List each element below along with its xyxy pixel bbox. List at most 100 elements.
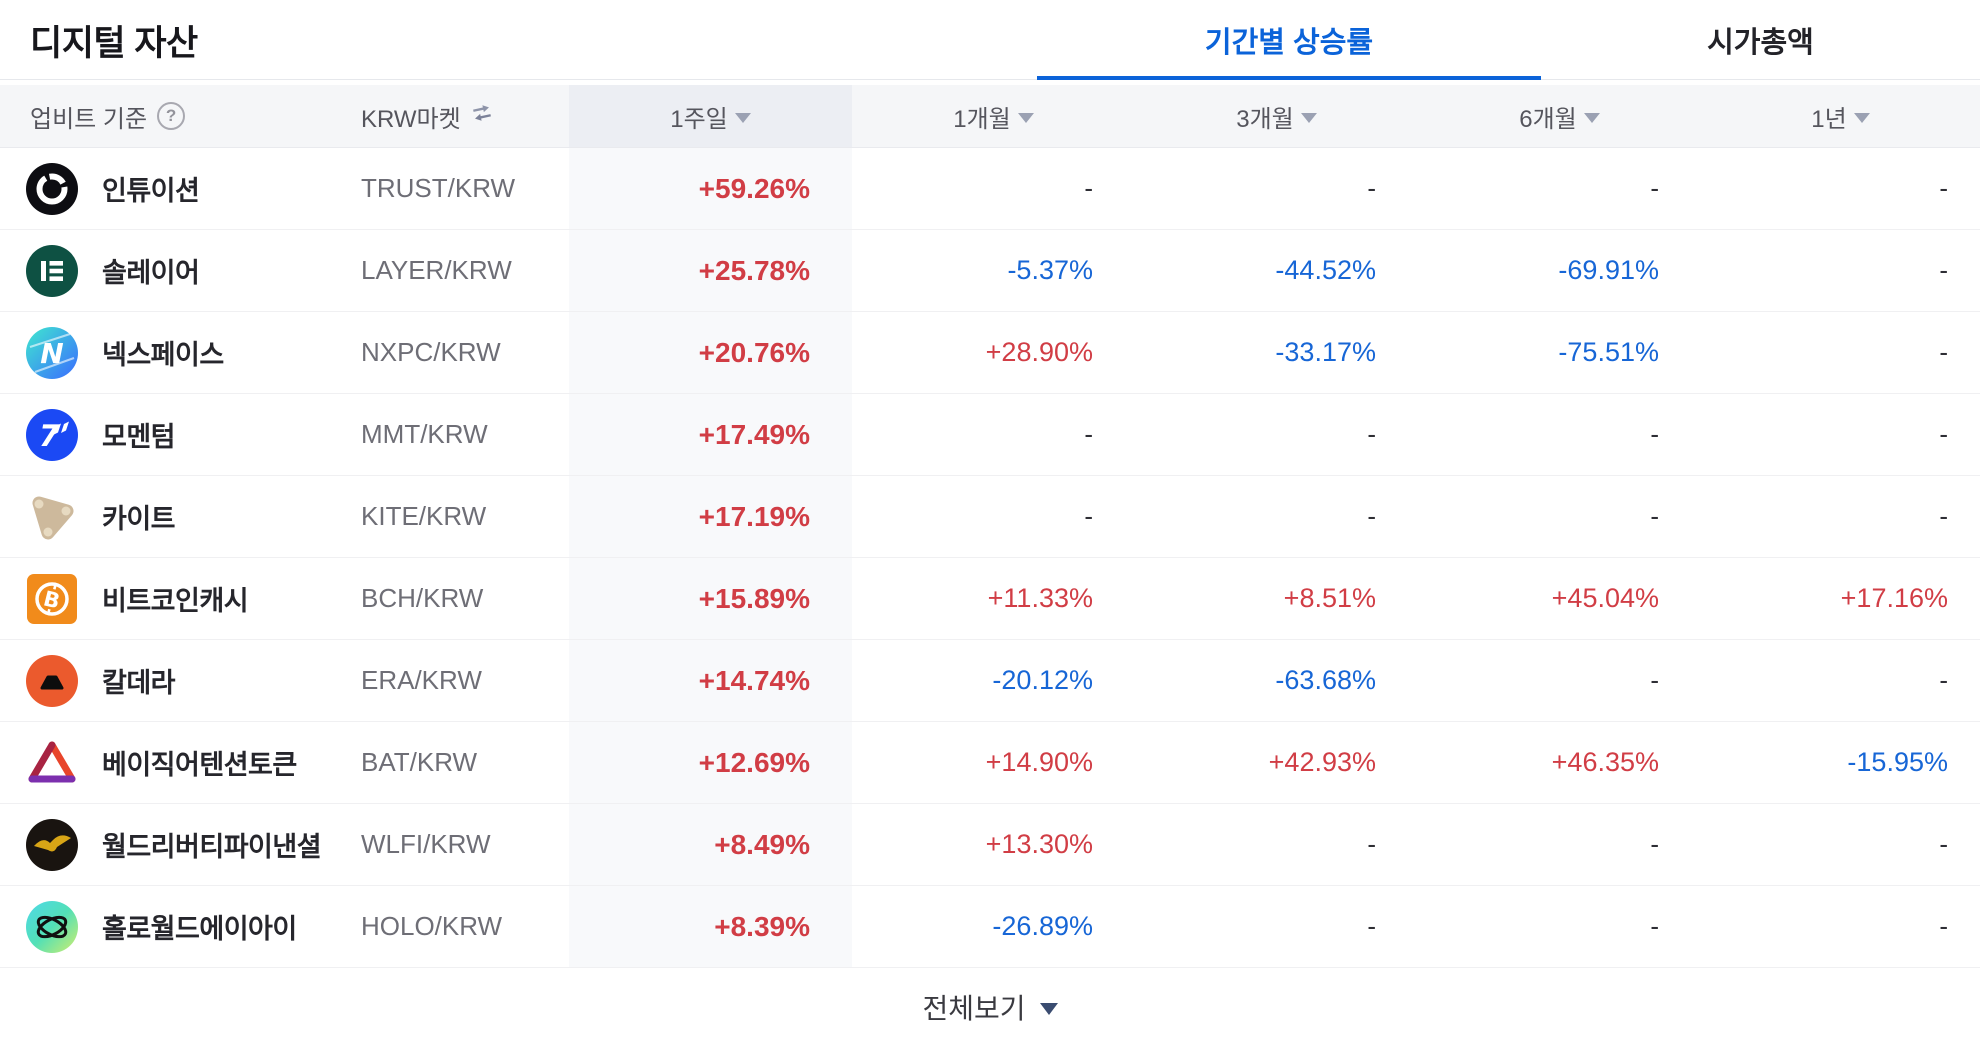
coin-cell: 홀로월드에이아이 xyxy=(0,886,361,967)
coin-name: 카이트 xyxy=(102,504,176,534)
swap-arrows-icon xyxy=(469,100,495,133)
sort-down-icon xyxy=(1017,112,1034,123)
header-meta-cell: 업비트 기준 ? xyxy=(0,85,361,147)
column-header-6month[interactable]: 6개월 xyxy=(1418,85,1701,147)
holo-coin-icon xyxy=(26,900,78,953)
table-row[interactable]: 칼데라 ERA/KRW +14.74% -20.12% -63.68% - - xyxy=(0,640,1980,722)
mmt-coin-icon: 7 xyxy=(26,408,78,461)
value-1year: - xyxy=(1939,173,1948,203)
wlfi-coin-icon xyxy=(26,818,78,871)
coin-cell: 칼데라 xyxy=(0,640,361,721)
tab-period-returns[interactable]: 기간별 상승률 xyxy=(1037,0,1541,80)
table-row[interactable]: N 넥스페이스 NXPC/KRW +20.76% +28.90% -33.17%… xyxy=(0,312,1980,394)
value-3month: -63.68% xyxy=(1275,665,1376,695)
value-1week: +59.26% xyxy=(569,148,852,229)
value-1month: +11.33% xyxy=(987,583,1093,613)
nxpc-coin-icon: N xyxy=(26,326,78,379)
table-row[interactable]: 홀로월드에이아이 HOLO/KRW +8.39% -26.89% - - - xyxy=(0,886,1980,968)
value-1month: +28.90% xyxy=(985,337,1093,367)
value-3month: - xyxy=(1367,501,1376,531)
coin-name: 비트코인캐시 xyxy=(102,586,249,616)
column-header-1month[interactable]: 1개월 xyxy=(852,85,1135,147)
value-1week: +8.49% xyxy=(569,804,852,885)
column-label: 6개월 xyxy=(1519,105,1577,133)
sort-down-icon xyxy=(1583,112,1600,123)
value-1month: +13.30% xyxy=(985,829,1093,859)
coin-ticker: ERA/KRW xyxy=(361,665,482,695)
coin-name: 칼데라 xyxy=(102,668,176,698)
era-coin-icon xyxy=(26,654,78,707)
coin-cell: 솔레이어 xyxy=(0,230,361,311)
table-row[interactable]: 솔레이어 LAYER/KRW +25.78% -5.37% -44.52% -6… xyxy=(0,230,1980,312)
value-1week: +25.78% xyxy=(569,230,852,311)
value-3month: - xyxy=(1367,829,1376,859)
table-row[interactable]: 카이트 KITE/KRW +17.19% - - - - xyxy=(0,476,1980,558)
coin-cell: 베이직어텐션토큰 xyxy=(0,722,361,803)
value-3month: -33.17% xyxy=(1275,337,1376,367)
coin-ticker: WLFI/KRW xyxy=(361,829,491,859)
value-3month: - xyxy=(1367,911,1376,941)
coin-cell: 인튜이션 xyxy=(0,148,361,229)
coin-name: 모멘텀 xyxy=(102,422,176,452)
value-6month: - xyxy=(1650,665,1659,695)
coin-name: 베이직어텐션토큰 xyxy=(102,750,297,780)
table-row[interactable]: 월드리버티파이낸셜 WLFI/KRW +8.49% +13.30% - - - xyxy=(0,804,1980,886)
view-all-label: 전체보기 xyxy=(922,992,1026,1024)
coin-ticker: BCH/KRW xyxy=(361,583,484,613)
value-1week: +20.76% xyxy=(569,312,852,393)
coin-cell: 카이트 xyxy=(0,476,361,557)
value-1month: - xyxy=(1084,501,1093,531)
value-1year: -15.95% xyxy=(1847,747,1948,777)
value-1week: +17.19% xyxy=(569,476,852,557)
value-1month: -5.37% xyxy=(1007,255,1093,285)
value-1month: -20.12% xyxy=(992,665,1093,695)
coin-cell: 월드리버티파이낸셜 xyxy=(0,804,361,885)
value-1year: - xyxy=(1939,501,1948,531)
value-3month: +42.93% xyxy=(1268,747,1376,777)
tabbar-divider xyxy=(0,79,1980,80)
value-1week: +8.39% xyxy=(569,886,852,967)
value-6month: - xyxy=(1650,829,1659,859)
value-1week: +12.69% xyxy=(569,722,852,803)
value-1year: - xyxy=(1939,665,1948,695)
value-1year: +17.16% xyxy=(1840,583,1948,613)
value-6month: -69.91% xyxy=(1558,255,1659,285)
sort-down-icon xyxy=(1300,112,1317,123)
column-header-3month[interactable]: 3개월 xyxy=(1135,85,1418,147)
column-label: 3개월 xyxy=(1236,105,1294,133)
coin-cell: N 넥스페이스 xyxy=(0,312,361,393)
value-6month: -75.51% xyxy=(1558,337,1659,367)
coin-ticker: KITE/KRW xyxy=(361,501,487,531)
page-title: 디지털 자산 xyxy=(30,23,198,63)
svg-text:7: 7 xyxy=(39,419,60,453)
kite-coin-icon xyxy=(26,491,78,543)
view-all-button[interactable]: 전체보기 xyxy=(0,968,1980,1045)
value-3month: -44.52% xyxy=(1275,255,1376,285)
value-3month: - xyxy=(1367,173,1376,203)
value-1year: - xyxy=(1939,419,1948,449)
tab-label: 시가총액 xyxy=(1707,27,1814,59)
value-1month: +14.90% xyxy=(985,747,1093,777)
column-header-1week[interactable]: 1주일 xyxy=(569,85,852,147)
column-label: 1개월 xyxy=(953,105,1011,133)
value-6month: - xyxy=(1650,911,1659,941)
value-1month: -26.89% xyxy=(992,911,1093,941)
tab-market-cap[interactable]: 시가총액 xyxy=(1541,0,1980,80)
bch-coin-icon: B xyxy=(26,573,78,625)
topbar: 디지털 자산 기간별 상승률 시가총액 xyxy=(0,0,1980,80)
help-icon[interactable]: ? xyxy=(157,102,186,130)
column-label: 1주일 xyxy=(670,105,728,133)
column-header-1year[interactable]: 1년 xyxy=(1701,85,1980,147)
column-header-market[interactable]: KRW마켓 xyxy=(361,85,569,147)
table-row[interactable]: 인튜이션 TRUST/KRW +59.26% - - - - xyxy=(0,148,1980,230)
table-row[interactable]: B 비트코인캐시 BCH/KRW +15.89% +11.33% +8.51% … xyxy=(0,558,1980,640)
value-6month: - xyxy=(1650,501,1659,531)
table-row[interactable]: 베이직어텐션토큰 BAT/KRW +12.69% +14.90% +42.93%… xyxy=(0,722,1980,804)
value-3month: - xyxy=(1367,419,1376,449)
column-label: 1년 xyxy=(1811,105,1847,133)
value-6month: - xyxy=(1650,419,1659,449)
sort-down-icon xyxy=(1853,112,1870,123)
table-row[interactable]: 7 모멘텀 MMT/KRW +17.49% - - - - xyxy=(0,394,1980,476)
value-6month: +46.35% xyxy=(1551,747,1659,777)
